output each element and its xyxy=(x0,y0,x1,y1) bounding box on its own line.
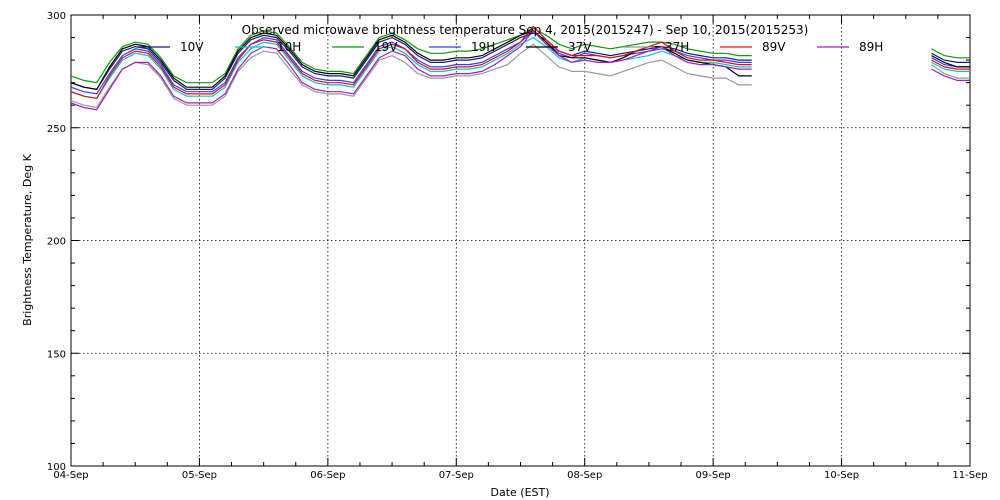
legend: 10V 10H 19V 19H 37V 37H 89V 89H xyxy=(138,40,883,54)
series-line-10h xyxy=(931,61,970,73)
x-tick-label: 11-Sep xyxy=(952,470,987,481)
series-line-10v xyxy=(931,52,970,64)
grid-layer xyxy=(71,15,970,466)
series-line-37h xyxy=(70,43,752,109)
ticks-layer: 100 150 200 250 300 04-Sep 05-Sep 06-Sep 07-Sep 0… xyxy=(47,11,988,481)
legend-label: 19V xyxy=(374,40,398,54)
x-tick-label: 09-Sep xyxy=(696,470,731,481)
legend-label: 89V xyxy=(762,40,786,54)
legend-label: 37V xyxy=(568,40,592,54)
series-line-37v xyxy=(70,30,752,91)
y-tick-label: 100 xyxy=(47,462,66,473)
series-layer xyxy=(70,25,970,111)
series-line-89h xyxy=(70,29,752,111)
series-line-89h xyxy=(931,68,970,82)
x-tick-label: 05-Sep xyxy=(182,470,217,481)
series-line-37v xyxy=(931,55,970,68)
x-tick-label: 06-Sep xyxy=(310,470,345,481)
legend-label: 89H xyxy=(859,40,883,54)
chart-title: Observed microwave brightness temperatur… xyxy=(242,23,809,37)
x-tick-label: 08-Sep xyxy=(567,470,602,481)
x-tick-label: 10-Sep xyxy=(824,470,859,481)
series-line-37h xyxy=(931,64,970,79)
series-line-19h xyxy=(70,30,752,95)
x-tick-label: 07-Sep xyxy=(439,470,474,481)
series-line-89v xyxy=(70,25,752,100)
series-line-19v xyxy=(70,27,752,84)
series-line-10h xyxy=(70,36,752,100)
series-line-19v xyxy=(931,48,970,59)
legend-label: 10V xyxy=(180,40,204,54)
x-tick-label: 04-Sep xyxy=(53,470,88,481)
y-tick-label: 300 xyxy=(47,11,66,22)
y-tick-label: 250 xyxy=(47,124,66,135)
legend-label: 37H xyxy=(665,40,689,54)
y-tick-label: 200 xyxy=(47,237,66,248)
x-axis-title: Date (EST) xyxy=(490,486,549,499)
series-line-89v xyxy=(931,59,970,70)
legend-label: 19H xyxy=(471,40,495,54)
legend-label: 10H xyxy=(277,40,301,54)
series-line-10v xyxy=(70,32,752,91)
y-axis-title: Brightness Temperature, Deg K xyxy=(21,153,34,325)
y-tick-label: 150 xyxy=(47,349,66,360)
